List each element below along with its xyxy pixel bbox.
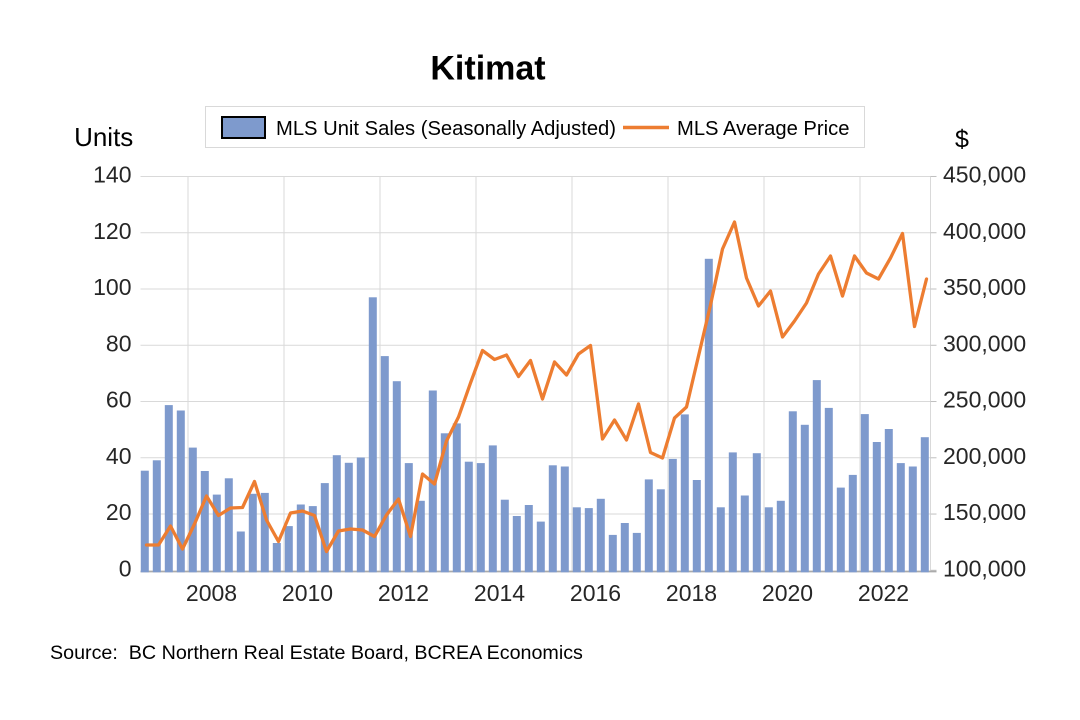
svg-text:350,000: 350,000: [943, 274, 1026, 300]
svg-text:2008: 2008: [186, 580, 237, 606]
svg-text:2010: 2010: [282, 580, 333, 606]
svg-text:2018: 2018: [666, 580, 717, 606]
svg-text:20: 20: [106, 499, 132, 525]
svg-text:450,000: 450,000: [943, 162, 1026, 188]
svg-text:300,000: 300,000: [943, 331, 1026, 357]
svg-text:2014: 2014: [474, 580, 525, 606]
svg-text:400,000: 400,000: [943, 218, 1026, 244]
svg-text:2012: 2012: [378, 580, 429, 606]
svg-text:0: 0: [119, 556, 132, 582]
svg-text:60: 60: [106, 387, 132, 413]
svg-text:120: 120: [93, 218, 131, 244]
svg-text:100,000: 100,000: [943, 556, 1026, 582]
svg-text:250,000: 250,000: [943, 387, 1026, 413]
svg-text:80: 80: [106, 331, 132, 357]
svg-text:140: 140: [93, 162, 131, 188]
svg-text:MLS Average Price: MLS Average Price: [677, 118, 849, 140]
svg-text:2016: 2016: [570, 580, 621, 606]
svg-text:150,000: 150,000: [943, 499, 1026, 525]
svg-text:200,000: 200,000: [943, 443, 1026, 469]
svg-text:2020: 2020: [762, 580, 813, 606]
svg-text:40: 40: [106, 443, 132, 469]
svg-text:Source: BC Northern Real Esta: Source: BC Northern Real Estate Board, B…: [50, 642, 583, 664]
svg-text:Units: Units: [74, 122, 133, 152]
svg-text:MLS Unit Sales (Seasonally Adj: MLS Unit Sales (Seasonally Adjusted): [276, 118, 616, 140]
svg-text:2022: 2022: [858, 580, 909, 606]
svg-text:$: $: [955, 126, 969, 154]
svg-text:100: 100: [93, 274, 131, 300]
svg-text:Kitimat: Kitimat: [430, 50, 545, 88]
